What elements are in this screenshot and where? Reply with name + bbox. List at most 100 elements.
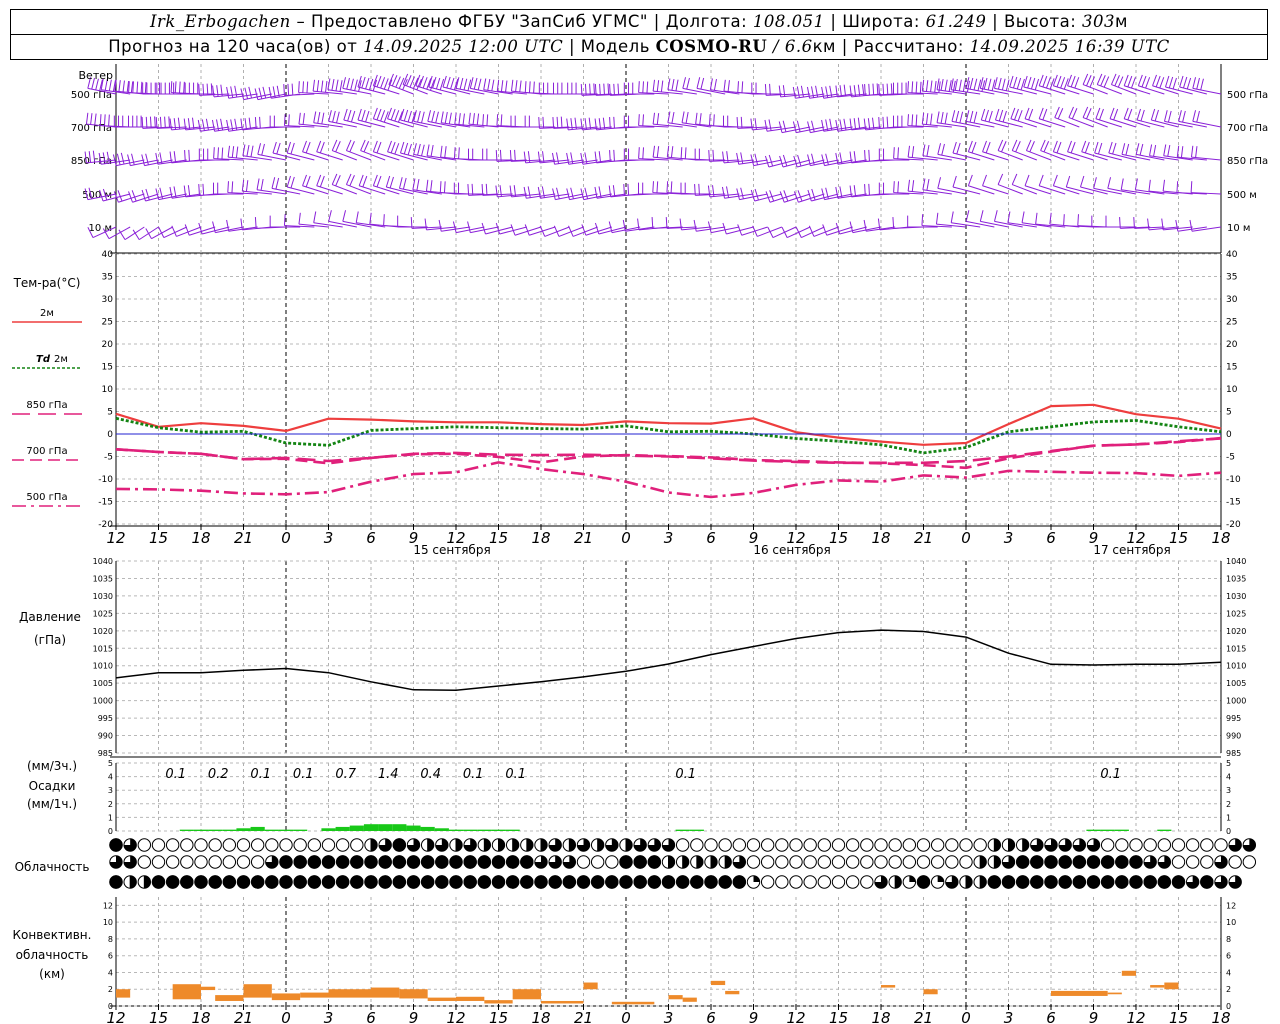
wind-barb-feather (272, 141, 277, 154)
cloud-cover-symbol (279, 838, 293, 852)
wind-barb-feather (712, 185, 715, 197)
wind-barb-feather (491, 79, 495, 92)
cloud-fill (1002, 855, 1015, 869)
wind-barb-shaft (413, 120, 442, 128)
wind-barb-shaft (1053, 85, 1080, 95)
wind-barb-feather (973, 78, 978, 91)
y-tick-label-left: 8 (108, 935, 113, 944)
wind-barb-feather (250, 145, 254, 158)
wind-barb-feather (1159, 77, 1165, 89)
wind-barb-shaft (1152, 85, 1179, 95)
wind-barb-shaft (1039, 118, 1066, 128)
wind-barb-shaft (108, 226, 131, 240)
wind-barb-shaft (1066, 186, 1094, 195)
wind-barb-feather (666, 181, 669, 193)
cloud-cover-symbol (916, 838, 931, 852)
wind-barb-feather (1011, 173, 1018, 185)
wind-barb-feather (1180, 146, 1184, 158)
wind-barb-feather (302, 174, 307, 186)
cloud-fill (364, 875, 378, 889)
wind-barb-feather (1056, 141, 1062, 154)
wind-barb (283, 83, 315, 96)
wind-barb (935, 212, 967, 228)
wind-barb-feather (132, 229, 140, 240)
wind-barb (779, 190, 811, 203)
wind-barb-feather (864, 150, 866, 162)
wind-barb-feather (681, 111, 685, 123)
pressure-line (115, 629, 1222, 691)
cloud-cover-symbol (109, 875, 123, 889)
wind-barb-feather (201, 119, 205, 131)
wind-barb-shaft (228, 156, 258, 161)
cloud-fill (144, 875, 151, 889)
wind-barb (681, 111, 712, 128)
cloud-fill (563, 855, 576, 869)
wind-barb-feather (1189, 219, 1193, 232)
cloud-cover-symbol (505, 838, 520, 852)
x-tick-label: 6 (706, 529, 716, 547)
wind-barb-feather (979, 210, 984, 222)
model-name: COSMO-RU (655, 37, 768, 56)
wind-barb-shaft (327, 89, 357, 95)
wind-barb (608, 221, 641, 234)
wind-barb-feather (1081, 140, 1087, 152)
cloud-cover-symbol (945, 855, 959, 869)
wind-barb-shaft (1108, 152, 1137, 161)
wind-barb-feather (709, 78, 713, 90)
cloud-cover-symbol (1100, 875, 1115, 889)
cloud-cover-symbol (647, 875, 662, 889)
wind-barb (835, 152, 867, 165)
pressure-unit: (гПа) (34, 633, 66, 647)
wind-barb-shaft (1165, 86, 1193, 95)
wind-barb (509, 185, 542, 198)
cloud-fill (279, 875, 293, 889)
wind-barb (950, 78, 981, 95)
wind-barb-feather (113, 191, 119, 203)
x-tick-label: 21 (234, 1009, 253, 1024)
wind-barb-feather (1140, 109, 1145, 122)
cloud-cover-symbol (1086, 875, 1101, 889)
cloud-cover-symbol (165, 838, 180, 852)
date-label: 16 сентября (753, 543, 830, 557)
wind-barb-feather (915, 81, 918, 93)
cloud-cover-symbol (520, 855, 534, 869)
wind-barb-shaft (213, 93, 244, 98)
wind-barb-feather (244, 87, 249, 99)
cloud-cover-symbol (590, 875, 605, 889)
cloud-fill (307, 875, 322, 889)
wind-barb-feather (679, 218, 682, 230)
wind-barb-feather (1089, 76, 1096, 88)
cloud-cover-symbol (420, 838, 435, 852)
cloud-fill (987, 875, 1002, 889)
wind-barb-feather (355, 211, 359, 223)
y-tick-label-left: -20 (98, 520, 113, 530)
wind-barb-feather (1182, 76, 1188, 89)
cloud-fill (435, 855, 449, 869)
wind-barb-feather (407, 110, 412, 123)
cloud-cover-symbol (406, 875, 421, 889)
wind-barb-feather (1200, 78, 1204, 91)
wind-barb-feather (298, 112, 301, 125)
wind-barb (1152, 74, 1179, 95)
wind-barb-shaft (653, 123, 683, 128)
cloud-cover-symbol (562, 855, 577, 869)
wind-barb-feather (240, 218, 243, 230)
wind-barb-feather (853, 85, 857, 97)
wind-barb-shaft (1148, 190, 1179, 195)
y-tick-label-left: 0 (107, 430, 113, 440)
cloud-cover-symbol (123, 875, 137, 889)
cloud-fill (477, 875, 492, 889)
wind-barb-feather (509, 150, 512, 162)
cloud-cover-symbol (491, 875, 506, 889)
wind-barb-feather (825, 187, 829, 199)
cloud-fill (109, 855, 123, 869)
wind-barb (1082, 106, 1108, 128)
cloud-fill (1228, 875, 1242, 889)
wind-barb-shaft (400, 152, 428, 161)
wind-barb-feather (202, 183, 205, 196)
wind-barb (893, 115, 924, 128)
wind-barb-feather (439, 78, 445, 91)
wind-barb-feather (383, 214, 385, 226)
wind-barb (921, 112, 952, 128)
cloud-fill (994, 838, 1001, 852)
